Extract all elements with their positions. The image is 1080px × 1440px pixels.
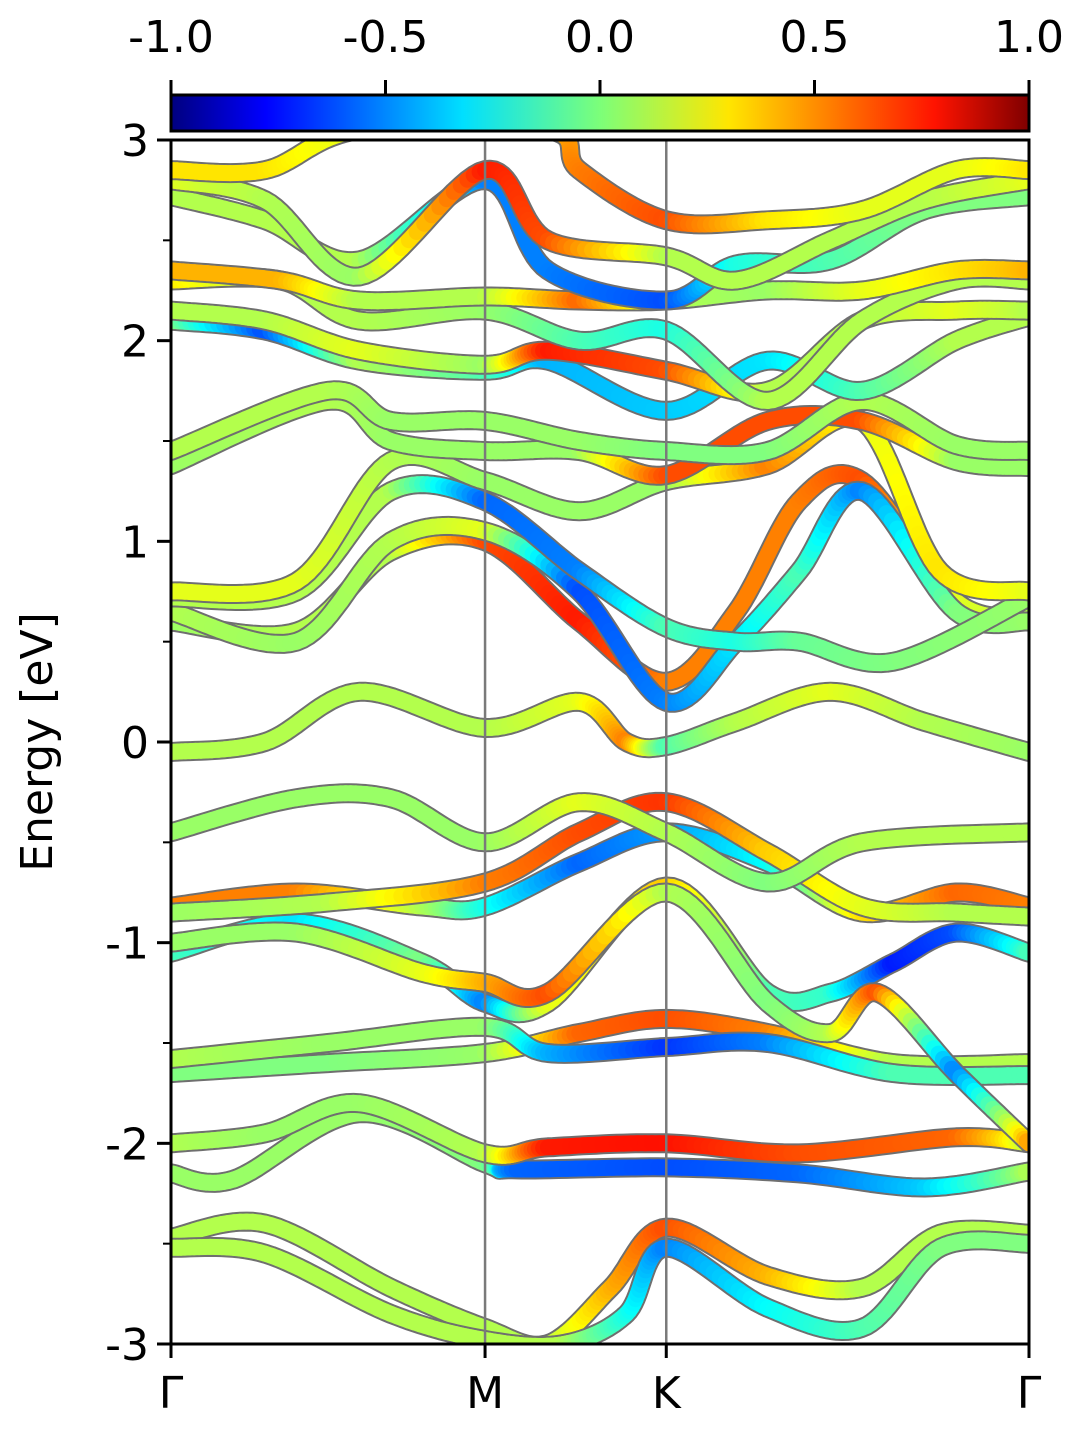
x-tick-label: M — [466, 1368, 504, 1419]
band-segment — [557, 140, 575, 146]
y-tick-label: -2 — [105, 1119, 149, 1170]
colorbar-tick-label: 0.5 — [780, 12, 850, 63]
band-12 — [171, 681, 1029, 762]
colorbar-gradient — [169, 93, 1031, 133]
band-1 — [171, 1211, 1029, 1344]
band-segment — [332, 140, 349, 143]
colorbar-tick-label: 1.0 — [994, 12, 1064, 63]
band-11 — [171, 783, 1029, 893]
y-tick-label: 3 — [121, 116, 149, 167]
colorbar: -1.0 -0.5 0.0 0.5 1.0 — [128, 12, 1064, 133]
y-tick-label: -1 — [105, 919, 149, 970]
y-tick-label: -3 — [105, 1320, 149, 1371]
band-6 — [171, 1016, 1029, 1086]
colorbar-tick-label: -1.0 — [128, 12, 214, 63]
y-axis-label: Energy [eV] — [12, 612, 63, 872]
x-tick-label: Γ — [1017, 1368, 1042, 1419]
band-4 — [171, 1092, 1029, 1166]
band-17 — [171, 390, 1029, 486]
band-14 — [171, 480, 1029, 713]
band-segment — [556, 140, 572, 144]
y-tick-label: 0 — [121, 718, 149, 769]
band-24 — [171, 159, 1029, 291]
band-8 — [171, 882, 1029, 1154]
colorbar-tick-label: -0.5 — [343, 12, 429, 63]
band-2 — [171, 1230, 1029, 1344]
y-tick-label: 1 — [121, 517, 149, 568]
y-tick-label: 2 — [121, 317, 149, 368]
band-segment — [554, 140, 567, 143]
band-segment — [324, 140, 345, 145]
x-tick-label: K — [652, 1368, 682, 1419]
colorbar-tick-label: 0.0 — [565, 12, 635, 63]
x-tick-label: Γ — [159, 1368, 184, 1419]
